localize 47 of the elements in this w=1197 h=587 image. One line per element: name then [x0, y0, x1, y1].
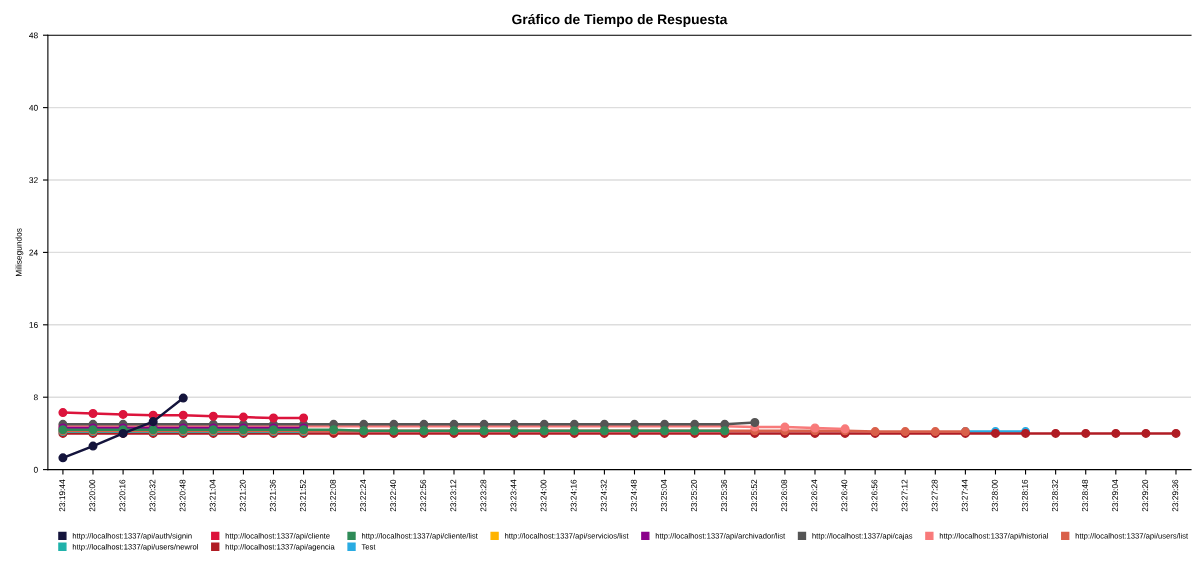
x-tick-label: 23:28:16 — [1021, 479, 1028, 512]
x-tick-label: 23:27:28 — [931, 479, 938, 512]
x-tick-label: 23:23:28 — [480, 479, 487, 512]
y-tick-label: 8 — [33, 394, 38, 401]
x-tick-label: 23:28:32 — [1051, 479, 1058, 512]
x-tick-label: 23:26:08 — [781, 479, 788, 512]
x-tick-label: 23:19:44 — [59, 479, 66, 512]
y-tick-label: 16 — [29, 322, 38, 328]
x-tick-label: 23:28:00 — [991, 479, 998, 512]
x-tick-label: 23:24:16 — [570, 479, 577, 512]
x-tick-label: 23:20:00 — [89, 479, 96, 512]
x-tick-label: 23:29:04 — [1112, 479, 1119, 512]
x-tick-label: 23:22:40 — [390, 479, 397, 512]
x-tick-label: 23:20:32 — [149, 479, 156, 512]
y-tick-label: 32 — [29, 177, 38, 184]
chart-title: Gráfico de Tiempo de Respuesta — [512, 13, 728, 27]
x-tick-label: 23:25:36 — [721, 479, 727, 512]
x-tick-label: 23:29:20 — [1142, 479, 1149, 512]
y-tick-label: 48 — [29, 32, 38, 39]
y-tick-label: 0 — [33, 466, 38, 473]
x-tick-label: 23:27:12 — [901, 479, 908, 512]
y-tick-label: 40 — [29, 104, 38, 111]
x-tick-label: 23:20:16 — [119, 479, 126, 512]
x-tick-label: 23:26:24 — [811, 479, 818, 512]
x-tick-label: 23:26:40 — [841, 479, 848, 512]
x-tick-label: 23:23:44 — [510, 479, 517, 512]
x-tick-label: 23:21:20 — [239, 479, 246, 512]
x-tick-label: 23:25:20 — [690, 479, 697, 512]
x-tick-label: 23:21:04 — [209, 479, 216, 512]
x-tick-label: 23:27:44 — [961, 479, 968, 512]
x-tick-label: 23:25:52 — [751, 479, 758, 512]
x-tick-label: 23:24:00 — [540, 479, 547, 512]
x-tick-label: 23:25:04 — [660, 479, 667, 512]
y-axis-title: Milisegundos — [15, 228, 24, 277]
x-tick-label: 23:20:48 — [179, 479, 186, 512]
x-tick-label: 23:22:24 — [360, 479, 366, 512]
y-tick-label: 24 — [29, 249, 38, 256]
x-tick-label: 23:24:48 — [630, 479, 637, 512]
x-tick-label: 23:24:32 — [600, 479, 607, 512]
x-tick-label: 23:22:56 — [420, 479, 427, 512]
x-tick-label: 23:23:12 — [450, 479, 457, 512]
x-tick-label: 23:28:48 — [1082, 479, 1088, 512]
x-tick-label: 23:21:52 — [299, 479, 306, 512]
x-tick-label: 23:21:36 — [269, 479, 276, 512]
x-tick-label: 23:22:08 — [330, 479, 336, 512]
x-tick-label: 23:26:56 — [871, 479, 878, 512]
x-tick-label: 23:29:36 — [1172, 479, 1179, 512]
